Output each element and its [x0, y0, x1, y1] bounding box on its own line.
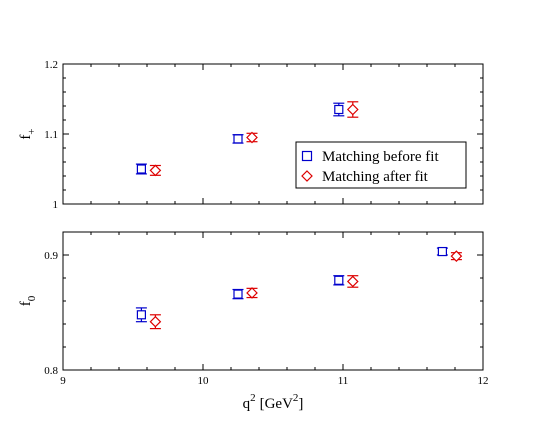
diamond-marker — [450, 250, 463, 262]
diamond-marker — [149, 315, 162, 328]
y-tick-label: 0.8 — [44, 365, 58, 377]
square-marker — [233, 289, 243, 299]
diamond-marker — [346, 275, 359, 288]
data-point — [246, 287, 258, 299]
data-point — [149, 314, 162, 330]
diamond-marker — [346, 103, 359, 116]
data-point — [450, 250, 463, 262]
bottom-ticks: 0.8 0.9 9 10 11 12 — [44, 231, 489, 387]
xlabel: q2 [GeV2] — [243, 392, 304, 412]
data-point — [232, 288, 244, 300]
square-marker — [136, 310, 146, 320]
top-data-points — [135, 101, 359, 177]
x-tick-label: 9 — [60, 375, 66, 387]
data-point — [135, 163, 147, 175]
diamond-marker — [246, 131, 258, 144]
xlabel-unit-sup: 2 — [293, 392, 299, 404]
xlabel-unit: [GeV — [260, 396, 293, 412]
data-point — [333, 275, 345, 286]
square-marker — [136, 164, 146, 174]
top-panel: 1 1.1 1.2 f+ Matching before fit Matching … — [18, 59, 484, 211]
top-ylabel: f+ — [18, 128, 38, 139]
y-tick-label: 1.1 — [44, 129, 58, 141]
top-ylabel-base: f — [18, 135, 34, 140]
data-point — [149, 164, 162, 177]
legend: Matching before fit Matching after fit — [295, 141, 467, 189]
x-tick-label: 12 — [478, 375, 489, 387]
xlabel-unit-close: ] — [298, 396, 303, 412]
data-point — [346, 101, 359, 118]
y-tick-label: 1.2 — [44, 59, 58, 71]
legend-diamond-marker — [301, 170, 313, 182]
square-marker — [437, 246, 447, 257]
data-point — [346, 275, 359, 288]
legend-square-marker — [301, 150, 313, 162]
legend-entry-0: Matching before fit — [322, 149, 439, 165]
xlabel-base: q — [243, 396, 251, 412]
xlabel-sup: 2 — [250, 392, 256, 404]
data-point — [232, 134, 244, 144]
y-tick-label: 0.9 — [44, 250, 58, 262]
diamond-marker — [246, 287, 258, 299]
bottom-ylabel-base: f — [18, 301, 34, 306]
square-marker — [334, 275, 344, 285]
legend-entry-1: Matching after fit — [322, 169, 429, 185]
y-tick-label: 1 — [53, 199, 59, 211]
square-marker — [233, 134, 243, 144]
data-point — [436, 246, 448, 257]
top-ylabel-sub: + — [26, 128, 38, 134]
data-point — [246, 131, 258, 144]
bottom-ylabel-sub: 0 — [26, 295, 38, 301]
legend-box — [295, 141, 467, 189]
x-tick-label: 10 — [198, 375, 210, 387]
data-point — [135, 307, 147, 323]
x-tick-label: 11 — [338, 375, 349, 387]
square-marker — [334, 104, 344, 115]
bottom-panel: 0.80.99 10 11 12 f0 q2 [GeV2] — [18, 231, 489, 412]
bottom-ylabel: f0 — [18, 295, 38, 306]
diamond-marker — [149, 164, 162, 177]
bottom-data-points — [135, 246, 463, 330]
bottom-plot-frame — [62, 231, 484, 371]
data-point — [333, 102, 345, 117]
top-ticks: 1 1.1 1.2 — [44, 59, 484, 211]
